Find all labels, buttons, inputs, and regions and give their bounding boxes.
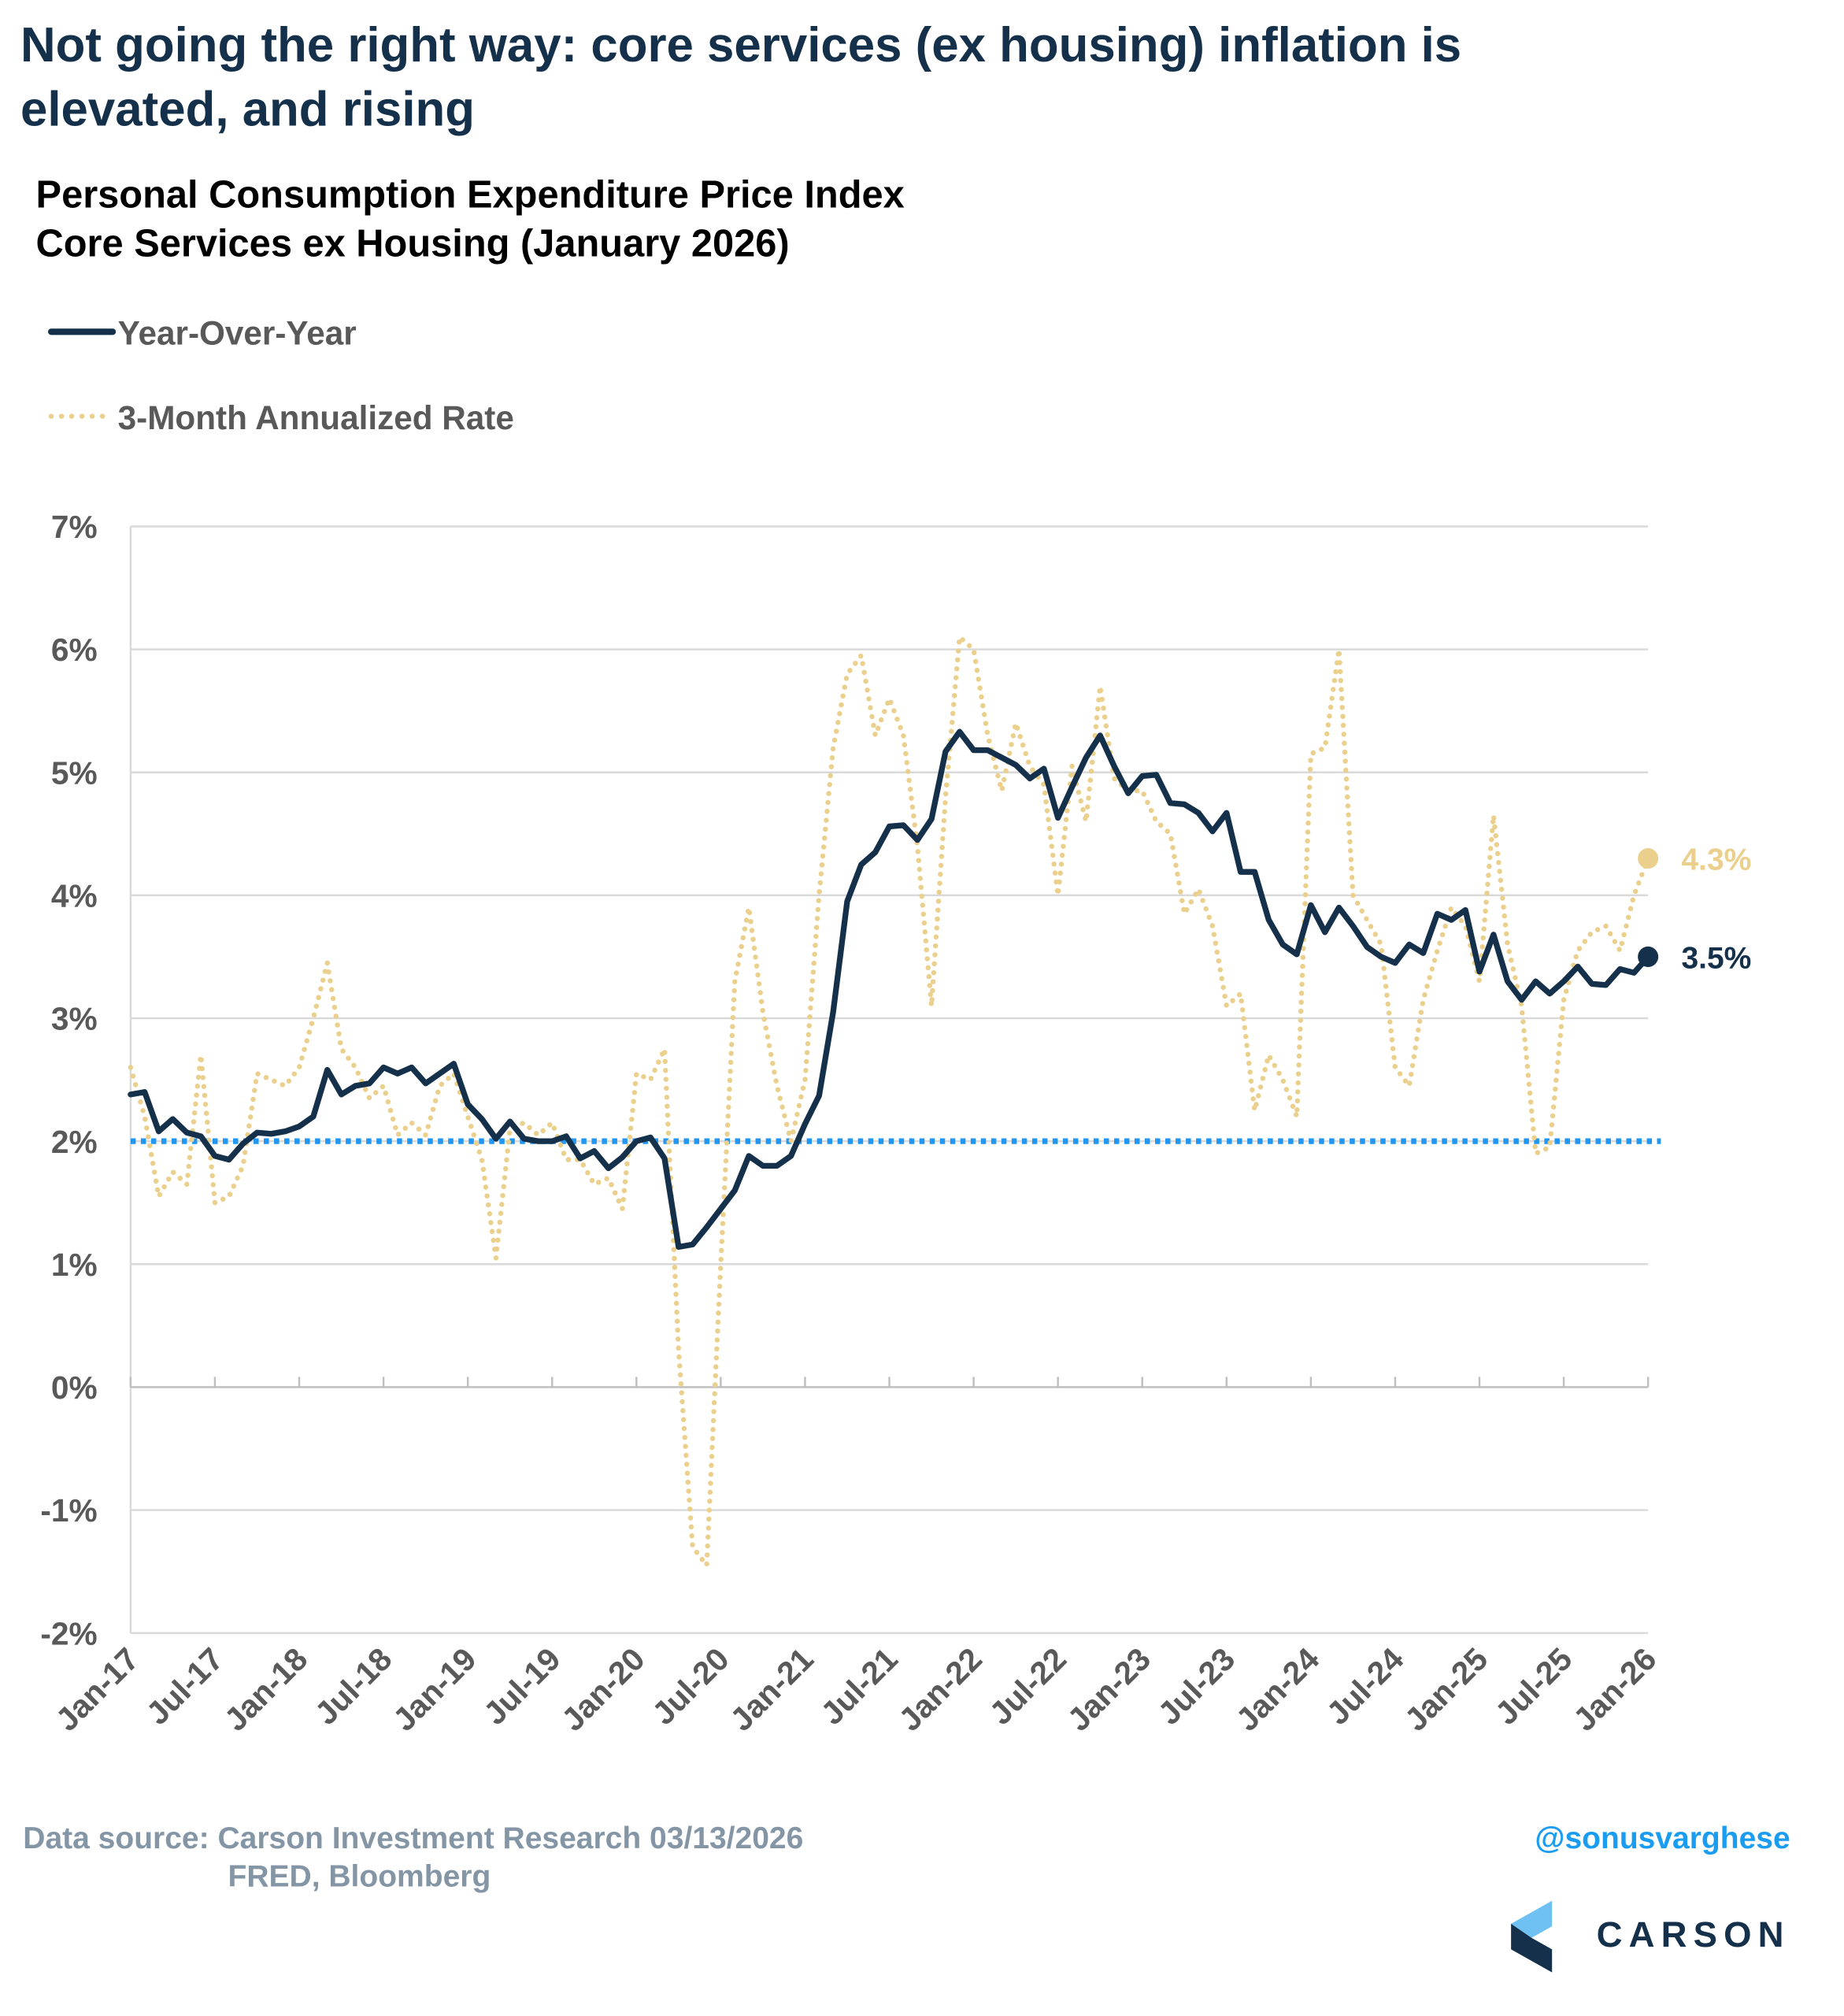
series-line <box>128 634 1651 1569</box>
y-tick-label: 4% <box>51 878 98 914</box>
y-tick-label: 5% <box>51 754 98 791</box>
x-tick-label: Jan-26 <box>1566 1640 1664 1738</box>
chart-title: Not going the right way: core services (… <box>20 18 1461 72</box>
logo-text: CARSON <box>1597 1914 1790 1955</box>
end-label: 4.3% <box>1681 843 1751 877</box>
legend-label: 3-Month Annualized Rate <box>118 399 514 436</box>
source-note: FRED, Bloomberg <box>228 1860 491 1894</box>
handle: @sonusvarghese <box>1535 1821 1790 1855</box>
end-label: 3.5% <box>1681 942 1751 976</box>
x-tick-label: Jul-21 <box>813 1640 905 1732</box>
x-tick-label: Jan-17 <box>49 1640 146 1738</box>
x-tick-label: Jul-20 <box>645 1640 736 1732</box>
x-tick-label: Jan-19 <box>386 1640 483 1738</box>
y-tick-label: 7% <box>51 509 98 545</box>
source-note: Data source: Carson Investment Research … <box>23 1821 803 1855</box>
chart-title: elevated, and rising <box>20 82 475 136</box>
y-tick-label: -1% <box>40 1492 97 1529</box>
y-tick-label: 3% <box>51 1001 98 1037</box>
x-tick-label: Jul-18 <box>308 1640 399 1732</box>
x-tick-label: Jul-25 <box>1488 1640 1579 1732</box>
x-tick-label: Jan-20 <box>554 1640 652 1738</box>
x-tick-label: Jan-22 <box>891 1640 989 1738</box>
logo-mark <box>1511 1923 1553 1973</box>
legend-label: Year-Over-Year <box>118 315 357 352</box>
x-tick-label: Jan-24 <box>1229 1640 1327 1738</box>
x-tick-label: Jan-21 <box>723 1640 820 1738</box>
x-tick-label: Jul-17 <box>139 1640 231 1732</box>
logo-mark <box>1511 1900 1553 1938</box>
x-tick-label: Jan-25 <box>1398 1640 1495 1738</box>
x-tick-label: Jul-22 <box>982 1640 1073 1732</box>
y-tick-label: 1% <box>51 1247 98 1283</box>
y-tick-label: 6% <box>51 632 98 668</box>
x-tick-label: Jan-23 <box>1061 1640 1158 1738</box>
y-tick-label: -2% <box>40 1615 97 1651</box>
end-point <box>1638 848 1659 869</box>
y-tick-label: 2% <box>51 1124 98 1160</box>
x-tick-label: Jan-18 <box>217 1640 315 1738</box>
chart-subtitle: Personal Consumption Expenditure Price I… <box>36 174 905 217</box>
end-point <box>1638 946 1659 967</box>
x-tick-label: Jul-19 <box>476 1640 568 1732</box>
x-tick-label: Jul-23 <box>1151 1640 1242 1732</box>
y-tick-label: 0% <box>51 1369 98 1406</box>
x-tick-label: Jul-24 <box>1320 1640 1411 1732</box>
series-line <box>128 728 1651 1251</box>
chart-subtitle: Core Services ex Housing (January 2026) <box>36 222 790 265</box>
